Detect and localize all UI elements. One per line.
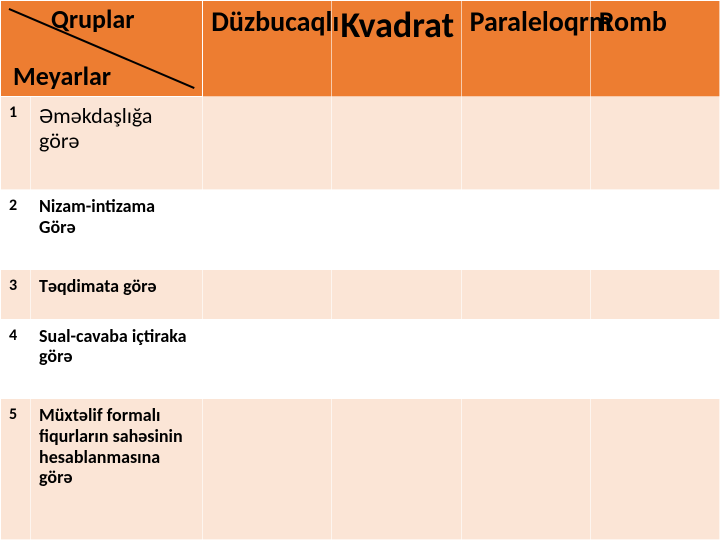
cell (203, 399, 332, 540)
table-row: 5 Müxtəlif formalı fiqurların sahəsinin … (1, 399, 720, 540)
cell (332, 270, 461, 319)
header-row: Qruplar Meyarlar Düzbucaqlı Kvadrat Para… (1, 1, 720, 97)
row-number: 1 (1, 97, 31, 190)
table-row: 3 Təqdimata görə (1, 270, 720, 319)
cell (332, 319, 461, 399)
criterion-label: Müxtəlif formalı fiqurların sahəsinin he… (31, 399, 203, 540)
col-header-3: Paraleloqrm (461, 1, 590, 97)
cell (590, 270, 719, 319)
cell (461, 190, 590, 270)
col-header-1: Düzbucaqlı (203, 1, 332, 97)
criterion-label: Sual-cavaba içtiraka görə (31, 319, 203, 399)
cell (461, 270, 590, 319)
cell (461, 399, 590, 540)
table-row: 1 Əməkdaşlığa görə (1, 97, 720, 190)
cell (461, 319, 590, 399)
cell (203, 97, 332, 190)
table-row: 2 Nizam-intizama Görə (1, 190, 720, 270)
cell (332, 97, 461, 190)
criterion-label: Təqdimata görə (31, 270, 203, 319)
cell (461, 97, 590, 190)
cell (590, 190, 719, 270)
criteria-table: Qruplar Meyarlar Düzbucaqlı Kvadrat Para… (0, 0, 720, 540)
cell (203, 319, 332, 399)
col-header-2: Kvadrat (332, 1, 461, 97)
row-number: 4 (1, 319, 31, 399)
cell (590, 399, 719, 540)
slide: Qruplar Meyarlar Düzbucaqlı Kvadrat Para… (0, 0, 720, 540)
criterion-label: Nizam-intizama Görə (31, 190, 203, 270)
cell (203, 190, 332, 270)
row-number: 5 (1, 399, 31, 540)
cell (332, 399, 461, 540)
cell (332, 190, 461, 270)
criterion-label: Əməkdaşlığa görə (31, 97, 203, 190)
cell (590, 319, 719, 399)
table-row: 4 Sual-cavaba içtiraka görə (1, 319, 720, 399)
corner-cell: Qruplar Meyarlar (1, 1, 203, 97)
corner-bottom-label: Meyarlar (13, 60, 111, 92)
row-number: 2 (1, 190, 31, 270)
corner-top-label: Qruplar (51, 3, 134, 35)
col-header-4: Romb (590, 1, 719, 97)
row-number: 3 (1, 270, 31, 319)
cell (203, 270, 332, 319)
cell (590, 97, 719, 190)
